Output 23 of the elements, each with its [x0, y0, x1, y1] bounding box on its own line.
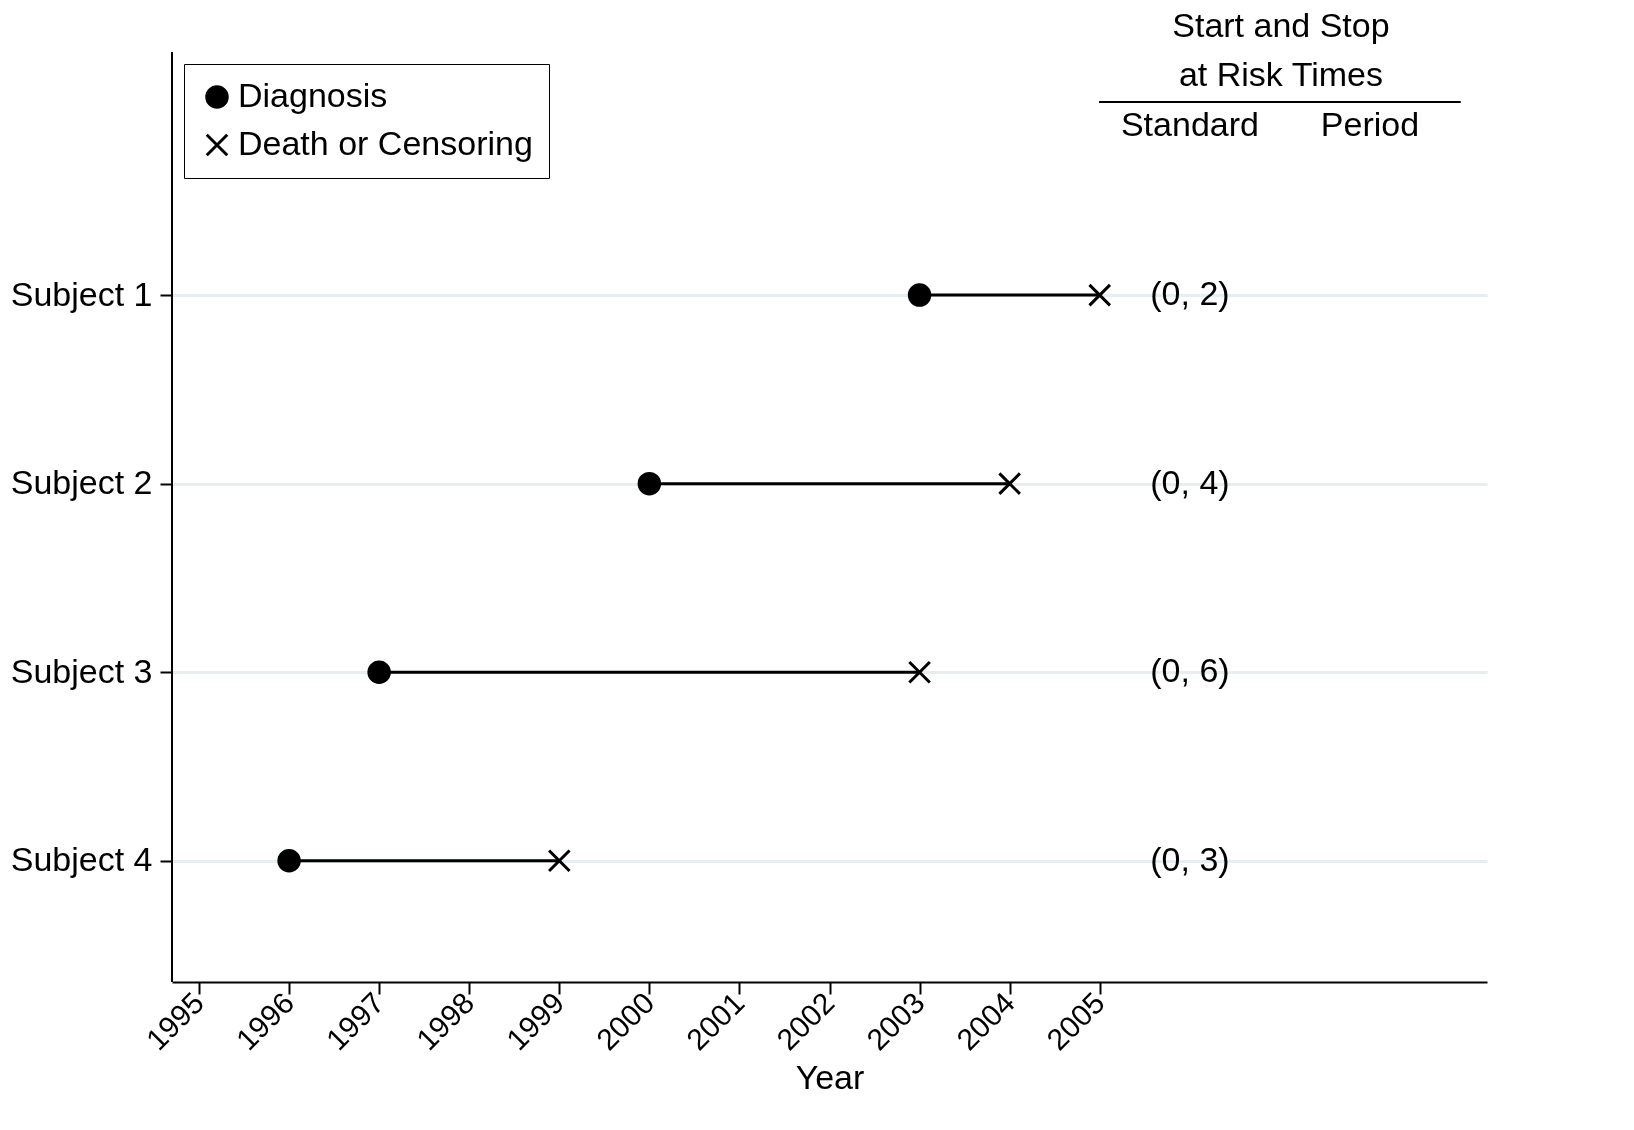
annotation: (0, 6)	[1150, 651, 1230, 690]
legend-label: Death or Censoring	[238, 124, 533, 162]
point	[1087, 283, 1112, 307]
point	[997, 471, 1022, 496]
y-tick-label: Subject 2	[10, 463, 153, 502]
point	[277, 849, 301, 873]
point	[547, 849, 572, 873]
annotation: (0, 2)	[1150, 274, 1230, 313]
legend-label: Diagnosis	[238, 76, 388, 114]
annotation: Period	[1320, 105, 1420, 143]
point	[907, 660, 932, 684]
annotation: (0, 4)	[1150, 462, 1230, 501]
y-tick-label: Subject 1	[10, 274, 153, 313]
y-tick-label: Subject 4	[10, 840, 153, 879]
annotation: (0, 3)	[1150, 839, 1230, 878]
point	[367, 660, 391, 684]
point	[637, 471, 662, 496]
y-tick-label: Subject 3	[10, 651, 153, 690]
annotation: Standard	[1120, 105, 1259, 143]
x-axis-title: Year	[795, 1058, 865, 1097]
text: Start and Stop	[1172, 6, 1390, 44]
point	[907, 283, 932, 307]
annotation: at Risk Times	[1178, 55, 1383, 93]
